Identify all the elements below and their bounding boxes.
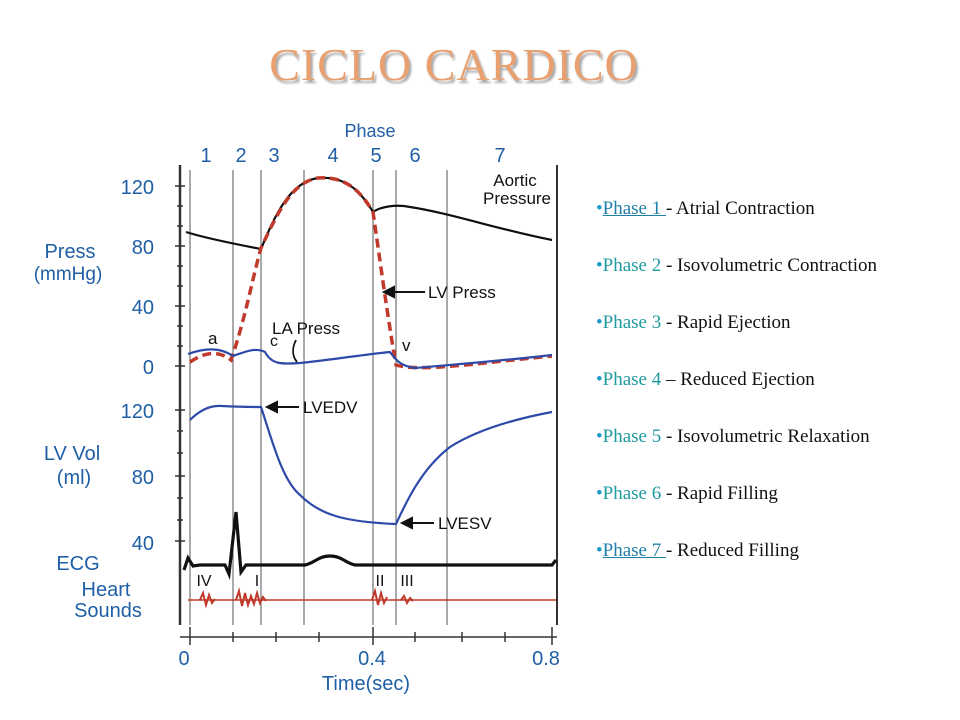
heart-sounds-label: Heart (82, 579, 131, 601)
la-press-label: LA Press (272, 319, 340, 338)
sound-label: IV (196, 573, 211, 590)
phase-header: Phase (344, 121, 395, 141)
phase-number: 1 (200, 145, 211, 167)
phase-3-label: Phase 3 (602, 312, 666, 333)
heart-sounds-label-2: Sounds (74, 600, 142, 622)
phase-5-label: Phase 5 (602, 426, 666, 447)
time-ticks: 0 0.4 0.8 (178, 648, 559, 670)
phase-numbers: 1 2 3 4 5 6 7 (200, 145, 505, 167)
lvedv-label: LVEDV (303, 398, 358, 417)
phase-list: •Phase 1 - Atrial Contraction •Phase 2 -… (596, 196, 896, 595)
phase-desc: – Reduced Ejection (665, 369, 815, 390)
phase-1-link[interactable]: Phase 1 (602, 198, 666, 219)
phase-desc: - Rapid Filling (665, 483, 778, 504)
phase-6-label: Phase 6 (602, 483, 666, 504)
bullet: • (596, 369, 603, 390)
press-tick: 40 (132, 297, 154, 319)
press-tick: 80 (132, 237, 154, 259)
bullet: • (596, 312, 603, 333)
lvesv-arrow (399, 516, 434, 530)
phase-item-2: •Phase 2 - Isovolumetric Contraction (596, 253, 896, 278)
vol-axis-unit: (ml) (57, 467, 91, 489)
phase-desc: - Reduced Filling (665, 540, 799, 561)
phase-number: 6 (409, 145, 420, 167)
lv-pressure-curve (189, 176, 553, 370)
phase-item-6: •Phase 6 - Rapid Filling (596, 481, 896, 506)
press-tick: 0 (143, 357, 154, 379)
heart-sound-labels: IV I II III (196, 573, 413, 590)
left-axis-ticks (175, 185, 185, 542)
lv-press-label: LV Press (428, 283, 496, 302)
sound-label: III (400, 573, 413, 590)
vol-ticks: 120 80 40 (121, 401, 154, 555)
phase-desc: - Isovolumetric Relaxation (665, 426, 870, 447)
bullet: • (596, 198, 603, 219)
phase-item-4: •Phase 4 – Reduced Ejection (596, 367, 896, 392)
bullet: • (596, 540, 603, 561)
press-axis-unit: (mmHg) (34, 264, 103, 285)
lvesv-label: LVESV (438, 514, 492, 533)
phase-number: 3 (268, 145, 279, 167)
phase-2-label: Phase 2 (602, 255, 666, 276)
phase-number: 7 (494, 145, 505, 167)
la-press-arrow (292, 339, 298, 363)
sound-label: I (255, 573, 259, 590)
ecg-trace (182, 511, 558, 581)
phase-7-link[interactable]: Phase 7 (602, 540, 666, 561)
phase-desc: - Rapid Ejection (665, 312, 791, 333)
phase-desc: - Isovolumetric Contraction (665, 255, 878, 276)
press-ticks: 120 80 40 0 (121, 177, 154, 379)
vol-axis-label: LV Vol (44, 443, 100, 465)
aortic-pressure-label-2: Pressure (483, 189, 551, 208)
phase-item-7: •Phase 7 - Reduced Filling (596, 538, 896, 563)
lv-volume-curve (189, 404, 553, 526)
v-wave-label: v (402, 336, 411, 355)
press-axis-label: Press (44, 241, 95, 263)
time-axis-ticks (189, 627, 553, 645)
aortic-pressure-label: Aortic (493, 171, 537, 190)
time-tick: 0.4 (358, 648, 386, 670)
press-tick: 120 (121, 177, 154, 199)
a-wave-label: a (208, 329, 218, 348)
bullet: • (596, 483, 603, 504)
sound-label: II (376, 573, 385, 590)
phase-desc: - Atrial Contraction (665, 198, 815, 219)
lv-press-arrow (381, 285, 425, 299)
c-wave-label: c (270, 333, 278, 350)
phase-item-3: •Phase 3 - Rapid Ejection (596, 310, 896, 335)
vol-tick: 40 (132, 533, 154, 555)
phase-item-5: •Phase 5 - Isovolumetric Relaxation (596, 424, 896, 449)
slide-title: CICLO CARDICO (269, 39, 639, 90)
vol-tick: 80 (132, 467, 154, 489)
phase-number: 2 (235, 145, 246, 167)
ecg-label: ECG (56, 553, 99, 575)
vol-tick: 120 (121, 401, 154, 423)
bullet: • (596, 255, 603, 276)
phase-4-label: Phase 4 (602, 369, 666, 390)
phase-number: 5 (370, 145, 381, 167)
cardiac-cycle-diagram: Phase 1 2 3 4 5 6 7 Press (mmHg) 120 80 … (34, 121, 560, 695)
bullet: • (596, 426, 603, 447)
lvedv-arrow (264, 400, 299, 414)
time-tick: 0.8 (532, 648, 560, 670)
heart-sound-bursts (199, 587, 414, 609)
time-axis-label: Time(sec) (322, 673, 410, 695)
la-pressure-curve (187, 348, 553, 370)
phase-number: 4 (327, 145, 338, 167)
time-tick: 0 (178, 648, 189, 670)
phase-item-1: •Phase 1 - Atrial Contraction (596, 196, 896, 221)
